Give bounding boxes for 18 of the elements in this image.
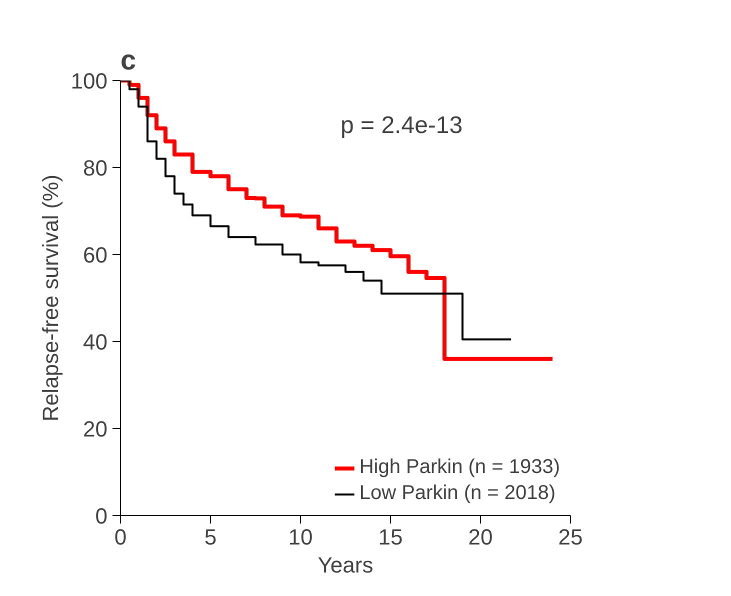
legend-label: Low Parkin (n = 2018) [359, 482, 556, 505]
y-axis-title: Relapse-free survival (%) [38, 174, 63, 422]
x-tick-label: 15 [378, 524, 403, 550]
chart-title: c [120, 44, 136, 76]
x-tick-label: 0 [114, 524, 127, 550]
x-tick-label: 20 [468, 524, 493, 550]
x-tick-label: 5 [204, 524, 217, 550]
y-tick-label: 20 [83, 416, 108, 442]
y-tick-label: 40 [83, 330, 108, 354]
x-tick-label: 25 [558, 524, 583, 550]
x-axis-title: Years [318, 552, 374, 578]
y-tick-label: 60 [83, 242, 108, 268]
annotation: p = 2.4e-13 [340, 112, 463, 139]
y-tick-label: 80 [83, 156, 108, 180]
y-tick-label: 100 [70, 68, 108, 94]
y-tick-label: 0 [95, 504, 108, 528]
legend-label: High Parkin (n = 1933) [359, 456, 560, 479]
x-tick-label: 10 [288, 524, 313, 550]
